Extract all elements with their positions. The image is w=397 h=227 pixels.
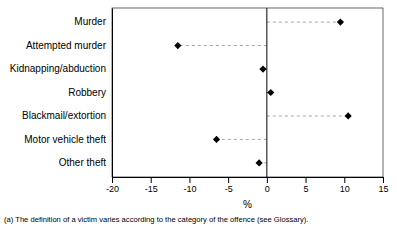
y-tick: Attempted murder	[26, 40, 107, 51]
x-tick-mark	[306, 177, 307, 183]
footnote: (a) The definition of a victim varies ac…	[4, 215, 308, 224]
y-tick-label: Robbery	[68, 87, 106, 98]
x-tick-label: 0	[265, 184, 270, 194]
x-tick-mark	[267, 177, 268, 183]
y-tick: Motor vehicle theft	[24, 134, 106, 145]
x-tick-mark	[151, 177, 152, 183]
x-tick-mark	[383, 177, 384, 183]
y-tick: Robbery	[68, 87, 106, 98]
plot: -20 -15 -10 -5 0 5 10 15 Murder Attempted murder K…	[10, 8, 389, 194]
x-tick: 10	[340, 177, 350, 194]
y-tick-label: Murder	[74, 16, 106, 27]
x-tick-mark	[228, 177, 229, 183]
dot	[213, 136, 220, 143]
stem	[267, 22, 341, 23]
x-tick: 0	[265, 177, 270, 194]
x-tick-mark	[344, 177, 345, 183]
x-tick: -10	[183, 177, 196, 194]
x-tick-mark	[189, 177, 190, 183]
y-tick-label: Kidnapping/abduction	[10, 63, 106, 74]
x-tick: 15	[378, 177, 388, 194]
chart: -20 -15 -10 -5 0 5 10 15 Murder Attempted murder K…	[0, 0, 397, 227]
x-tick-label: 5	[304, 184, 309, 194]
x-tick-label: -5	[225, 184, 233, 194]
y-axis: Murder Attempted murder Kidnapping/abducti…	[10, 9, 113, 178]
x-tick-label: 10	[340, 184, 350, 194]
y-tick: Kidnapping/abduction	[10, 63, 106, 74]
x-tick: -5	[225, 177, 233, 194]
x-axis-title: %	[243, 199, 252, 210]
x-tick-mark	[112, 177, 113, 183]
y-tick-label: Blackmail/extortion	[22, 110, 106, 121]
dot	[174, 42, 181, 49]
y-tick-label: Attempted murder	[26, 40, 107, 51]
stem	[178, 45, 267, 46]
y-tick: Blackmail/extortion	[22, 110, 106, 121]
x-tick: 5	[304, 177, 309, 194]
x-tick-label: -20	[106, 184, 119, 194]
dot	[345, 112, 352, 119]
x-axis-line	[113, 178, 384, 184]
dot	[256, 159, 263, 166]
stem	[267, 115, 348, 116]
marks	[174, 8, 352, 177]
x-tick-label: 15	[378, 184, 388, 194]
dot	[337, 18, 344, 25]
dot	[267, 89, 274, 96]
x-tick-label: -15	[145, 184, 158, 194]
x-tick: -15	[145, 177, 158, 194]
y-tick-label: Motor vehicle theft	[24, 134, 106, 145]
dot	[259, 65, 266, 72]
frame	[112, 8, 383, 177]
y-tick: Murder	[74, 16, 106, 27]
y-tick-label: Other theft	[59, 157, 106, 168]
stem	[217, 139, 267, 140]
y-tick: Other theft	[59, 157, 106, 168]
x-tick: -20	[106, 177, 119, 194]
x-tick-label: -10	[183, 184, 196, 194]
x-axis: -20 -15 -10 -5 0 5 10 15	[106, 177, 389, 194]
